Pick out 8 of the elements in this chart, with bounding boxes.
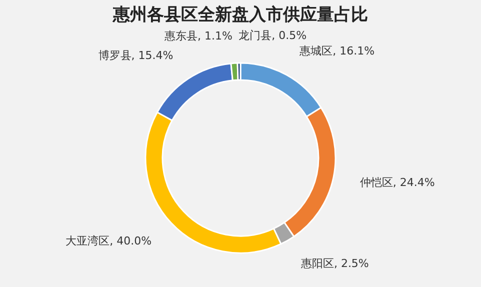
slice-label: 惠城区, 16.1%	[298, 44, 375, 58]
slice-label: 惠阳区, 2.5%	[300, 256, 369, 270]
slice-label: 仲恺区, 24.4%	[360, 176, 435, 190]
slice-label: 惠东县, 1.1%	[164, 29, 232, 42]
slice-label: 龙门县, 0.5%	[238, 29, 307, 42]
chart-title: 惠州各县区全新盘入市供应量占比	[112, 5, 368, 26]
slice-label: 大亚湾区, 40.0%	[66, 234, 152, 248]
slice-label: 博罗县, 15.4%	[98, 49, 174, 62]
